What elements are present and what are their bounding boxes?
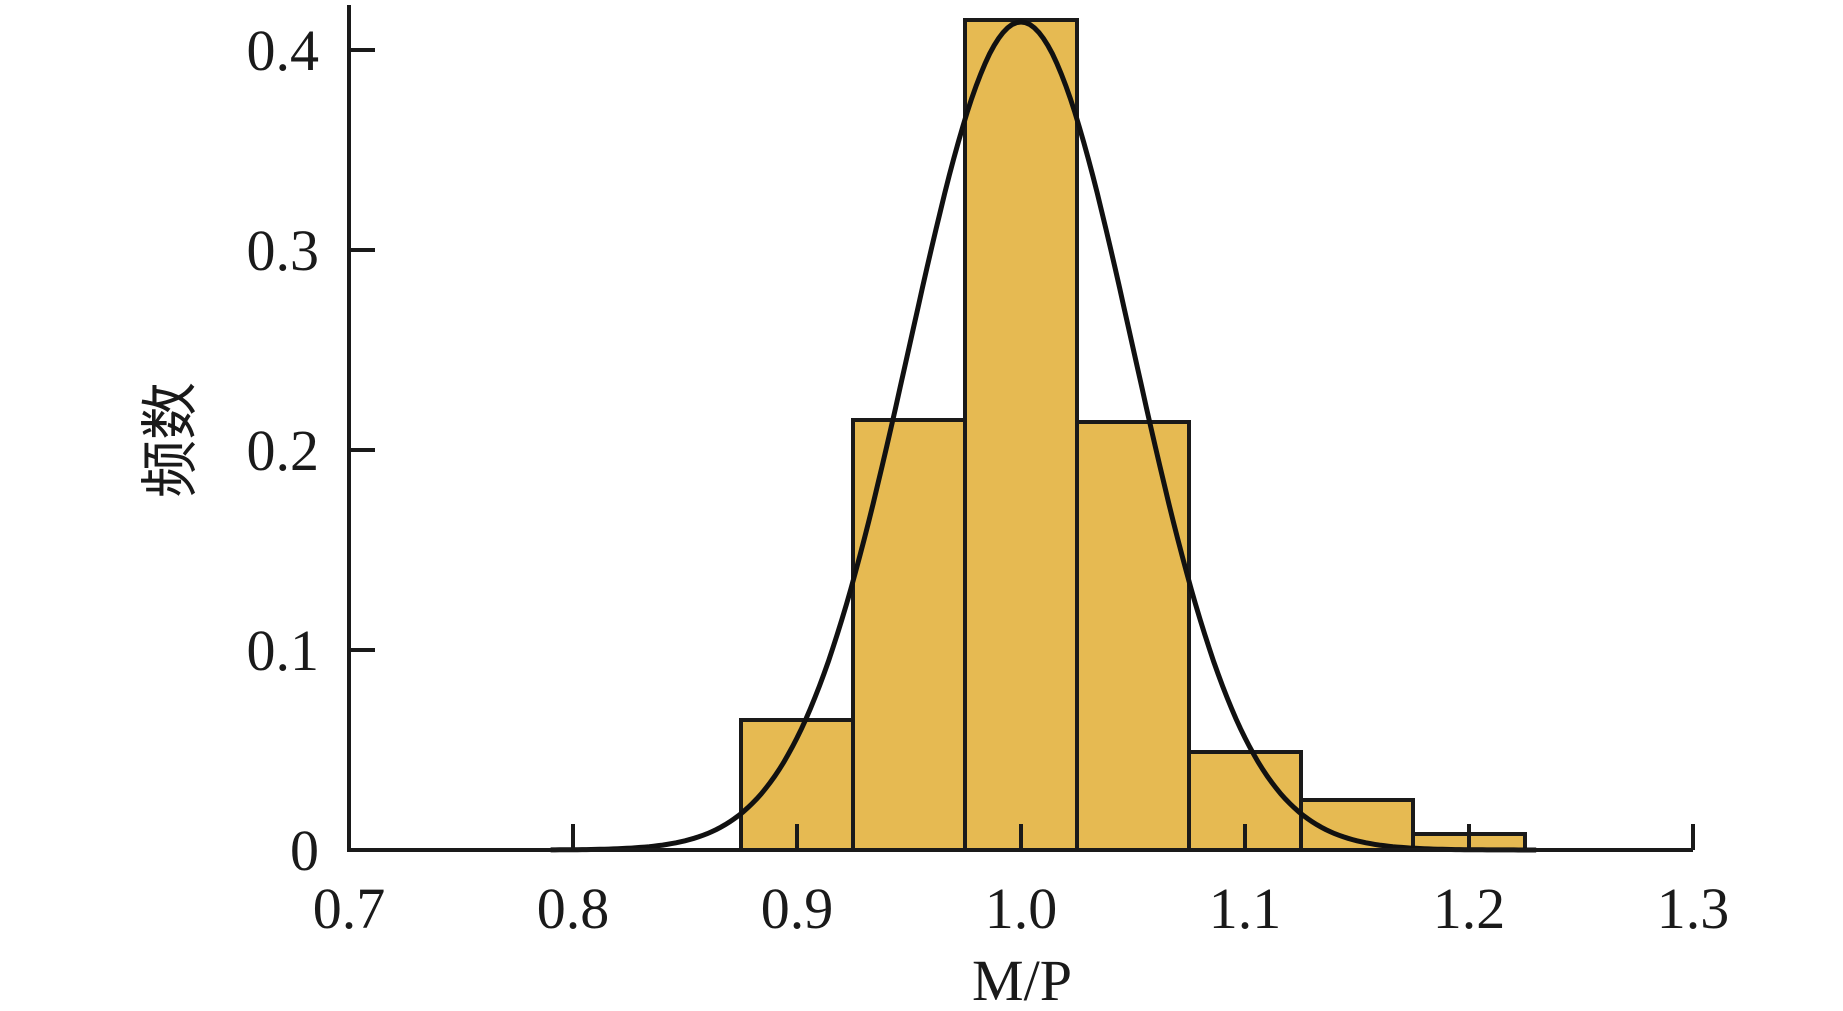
x-tick-label-6: 1.3 (1657, 876, 1730, 941)
histogram-bar-4 (1075, 420, 1191, 852)
bars-group (739, 18, 1527, 852)
histogram-bar-3 (963, 18, 1079, 852)
y-tick-label-4: 0.4 (247, 18, 320, 83)
x-axis-label: M/P (972, 948, 1072, 1011)
y-ticks-group: 0 0.1 0.2 0.3 0.4 (247, 18, 375, 883)
x-ticks-group: 0.7 0.8 0.9 1.0 1.1 1.2 1.3 (313, 824, 1730, 941)
y-tick-label-2: 0.2 (247, 418, 320, 483)
y-axis-label: 频数 (138, 382, 203, 498)
normal-fit-curve (550, 19, 1537, 853)
y-tick-label-1: 0.1 (247, 618, 320, 683)
x-tick-label-0: 0.7 (313, 876, 386, 941)
x-tick-label-5: 1.2 (1433, 876, 1506, 941)
histogram-bar-2 (851, 418, 967, 852)
y-tick-label-3: 0.3 (247, 218, 320, 283)
y-tick-label-0: 0 (290, 818, 319, 883)
x-tick-label-1: 0.8 (537, 876, 610, 941)
x-tick-label-2: 0.9 (761, 876, 834, 941)
x-tick-label-4: 1.1 (1209, 876, 1282, 941)
x-tick-label-3: 1.0 (985, 876, 1058, 941)
